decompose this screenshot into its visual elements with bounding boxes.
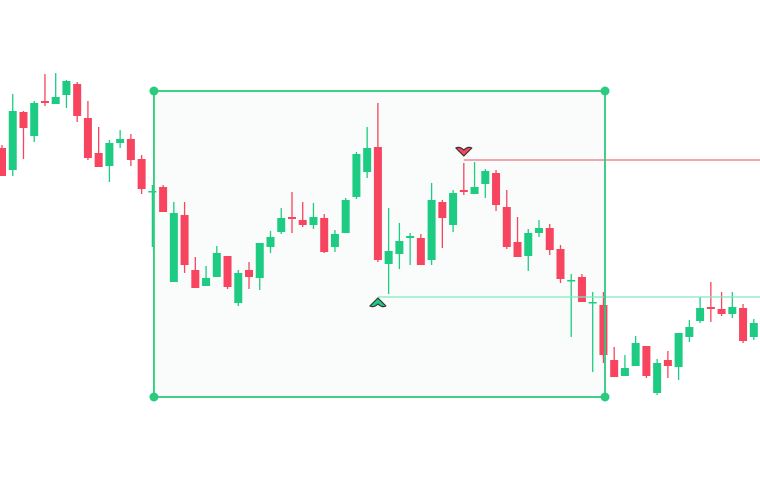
candle-body <box>8 111 17 170</box>
candle-body <box>545 228 554 250</box>
candle-body <box>19 112 28 128</box>
candle-body <box>40 101 49 103</box>
candle-body <box>320 218 329 252</box>
candle-body <box>653 363 662 393</box>
candle-body <box>406 236 415 238</box>
candle-body <box>51 97 60 104</box>
candle-body <box>126 139 135 160</box>
candle-body <box>556 249 565 279</box>
candle-body <box>599 305 608 355</box>
candle-body <box>717 309 726 314</box>
candle-body <box>298 220 307 225</box>
high-marker-icon <box>455 146 473 157</box>
candle-body <box>287 217 296 219</box>
candle-body <box>642 346 651 376</box>
candle-body <box>492 173 501 205</box>
candle-body <box>212 253 221 277</box>
candle-body <box>395 241 404 254</box>
candle-body <box>373 147 382 260</box>
candle-body <box>470 187 479 194</box>
candle-body <box>245 270 254 277</box>
candle-body <box>577 277 586 302</box>
candle-body <box>137 159 146 189</box>
candle-body <box>749 323 758 337</box>
candle-body <box>728 307 737 314</box>
candle-body <box>524 233 533 256</box>
candle-body <box>148 191 157 193</box>
candle-body <box>105 143 114 166</box>
candle-body <box>739 308 748 341</box>
candle-body <box>73 84 82 116</box>
candle-body <box>513 242 522 257</box>
candle-body <box>62 81 71 95</box>
candle-body <box>459 190 468 192</box>
candle-body <box>620 368 629 376</box>
candle-body <box>0 148 6 176</box>
selection-rectangle[interactable] <box>153 90 606 398</box>
candle-body <box>535 228 543 233</box>
candle-body <box>631 343 640 366</box>
resize-handle[interactable] <box>600 86 610 96</box>
candle-body <box>438 202 447 218</box>
resize-handle[interactable] <box>149 392 159 402</box>
candle-body <box>191 270 200 288</box>
candle-body <box>94 153 103 167</box>
candle-body <box>481 171 490 184</box>
resize-handle[interactable] <box>149 86 159 96</box>
candle-body <box>502 207 511 247</box>
candle-body <box>427 200 436 260</box>
candle-body <box>567 280 576 282</box>
resize-handle[interactable] <box>600 392 610 402</box>
candle-body <box>610 360 619 377</box>
candle-body <box>341 200 350 233</box>
candle-body <box>330 234 339 247</box>
low-marker-icon <box>369 297 387 308</box>
candle-body <box>363 148 372 172</box>
candle-body <box>266 237 275 247</box>
candle-body <box>169 213 178 282</box>
candle-body <box>309 217 318 225</box>
candle-body <box>255 243 264 278</box>
candle-body <box>416 238 425 265</box>
candle-body <box>223 256 232 287</box>
candle-body <box>202 278 211 286</box>
candle-body <box>234 273 243 303</box>
candle-body <box>588 302 597 304</box>
candle-body <box>674 333 683 367</box>
candle-body <box>706 307 715 309</box>
candle-body <box>277 218 286 232</box>
candle-body <box>384 251 393 264</box>
candle-body <box>83 118 92 158</box>
candle-body <box>663 360 672 366</box>
candle-body <box>449 193 458 225</box>
candle-body <box>159 187 168 212</box>
candle-body <box>180 215 189 265</box>
candle-body <box>696 308 705 321</box>
candle-body <box>30 103 39 136</box>
candle-body <box>116 139 125 143</box>
candle-body <box>352 154 361 197</box>
candle-body <box>685 327 694 337</box>
